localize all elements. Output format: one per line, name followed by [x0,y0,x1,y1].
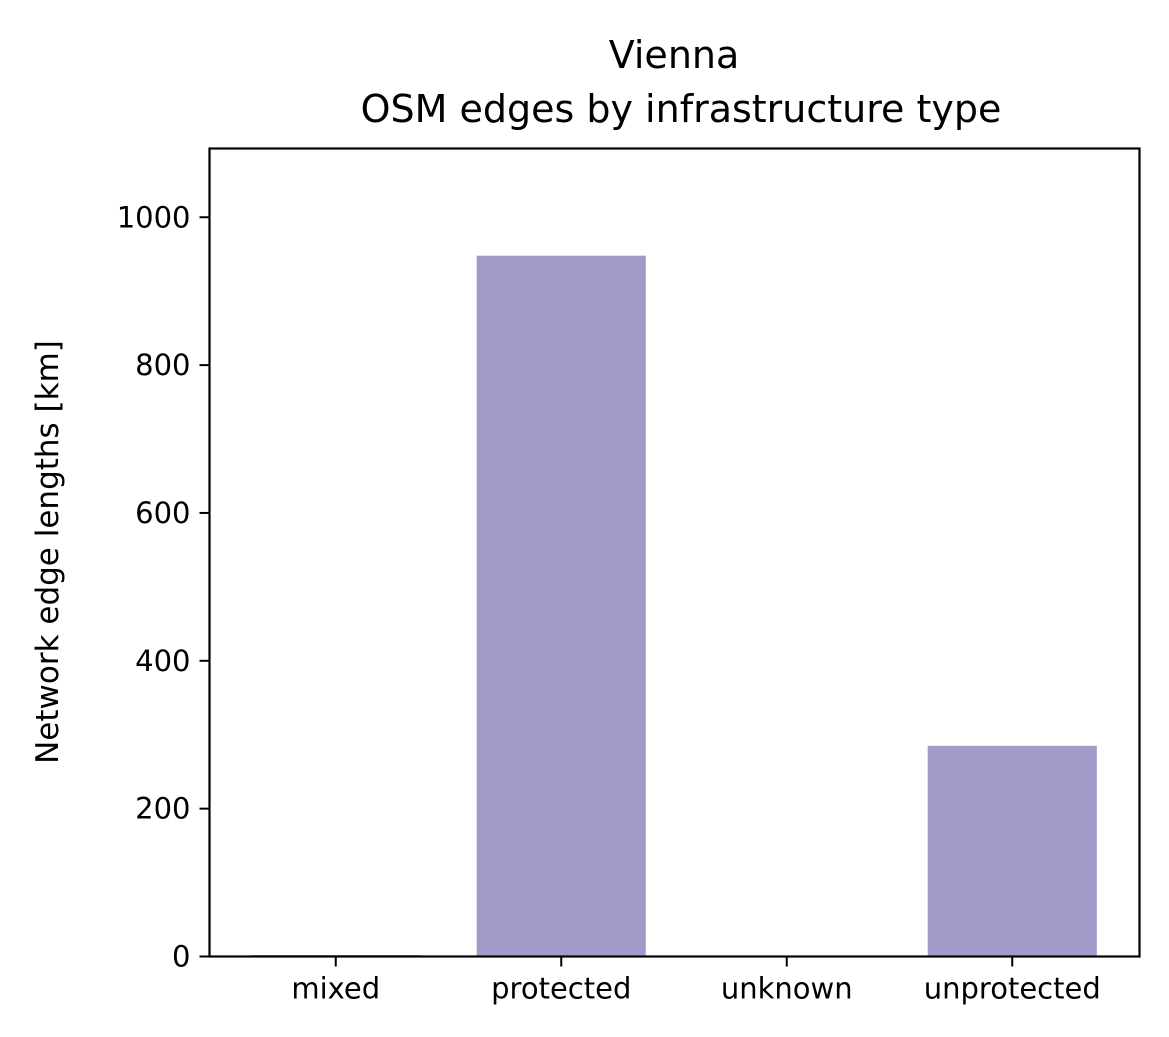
y-tick-label: 600 [135,496,190,530]
y-tick-label: 1000 [117,200,191,234]
x-tick-label: unprotected [924,972,1101,1006]
chart-title: Vienna [609,33,740,77]
y-tick-label: 400 [135,644,190,678]
x-tick-label: mixed [291,972,380,1006]
bar-protected [476,255,646,957]
x-axis-ticks: mixed protected unknown unprotected [291,956,1101,1006]
y-tick-label: 200 [135,792,190,826]
chart-subtitle: OSM edges by infrastructure type [361,87,1002,131]
bars-group [251,255,1097,957]
y-tick-label: 0 [172,940,190,974]
bar-unprotected [927,745,1097,957]
y-tick-label: 800 [135,348,190,382]
y-axis-ticks: 0 200 400 600 800 1000 [117,200,210,974]
x-tick-label: protected [491,972,631,1006]
y-axis-label: Network edge lengths [km] [30,340,66,764]
x-tick-label: unknown [721,972,853,1006]
plot-frame [208,147,1141,958]
